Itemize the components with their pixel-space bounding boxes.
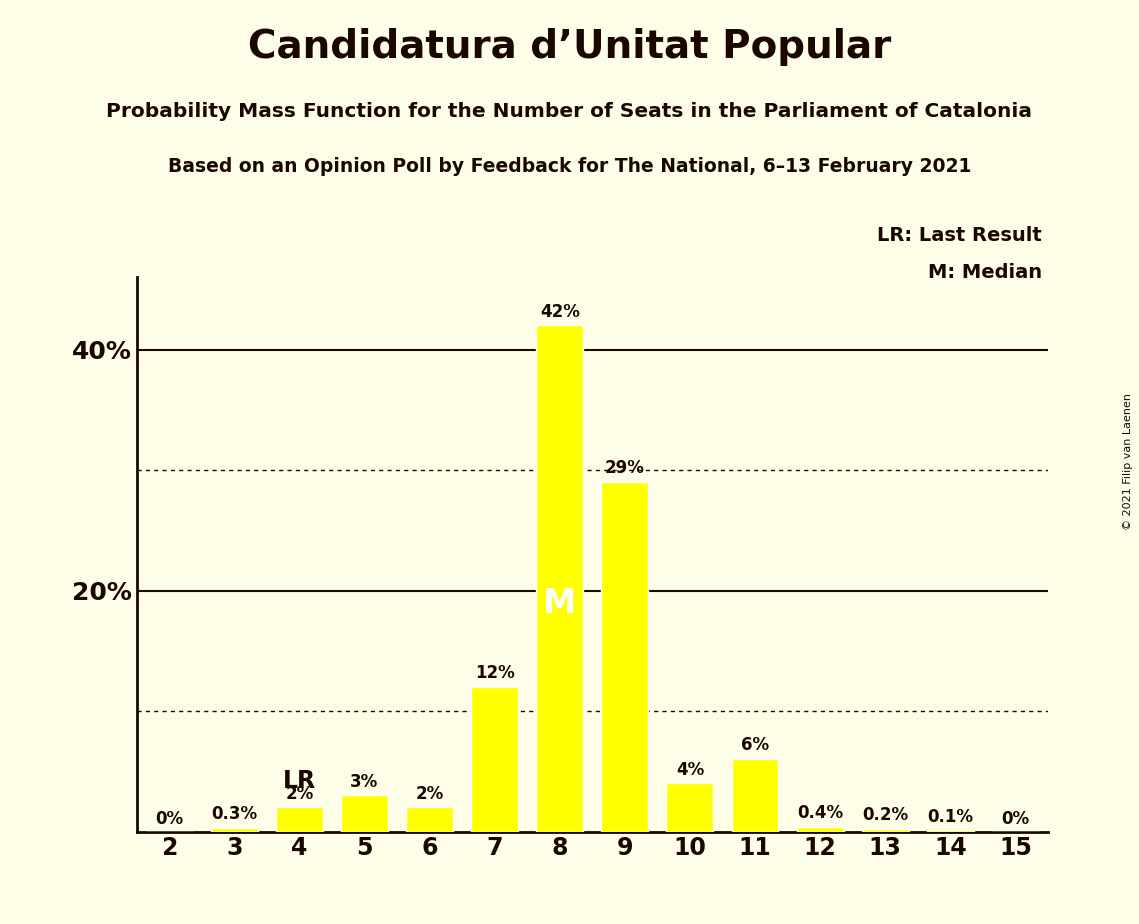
Bar [276, 808, 322, 832]
Text: 0%: 0% [1001, 810, 1030, 828]
Text: 2%: 2% [285, 784, 313, 803]
Bar [407, 808, 453, 832]
Bar [601, 482, 648, 832]
Text: Based on an Opinion Poll by Feedback for The National, 6–13 February 2021: Based on an Opinion Poll by Feedback for… [167, 157, 972, 176]
Bar [731, 760, 778, 832]
Text: 6%: 6% [741, 736, 769, 755]
Text: © 2021 Filip van Laenen: © 2021 Filip van Laenen [1123, 394, 1133, 530]
Bar [796, 827, 844, 832]
Bar [341, 796, 388, 832]
Text: 0%: 0% [155, 810, 183, 828]
Text: 4%: 4% [675, 760, 704, 779]
Bar [536, 325, 583, 832]
Text: M: M [543, 588, 576, 620]
Text: 2%: 2% [416, 784, 444, 803]
Text: LR: LR [282, 769, 316, 793]
Text: 0.3%: 0.3% [211, 805, 257, 823]
Text: 29%: 29% [605, 459, 645, 478]
Text: Probability Mass Function for the Number of Seats in the Parliament of Catalonia: Probability Mass Function for the Number… [107, 102, 1032, 121]
Bar [927, 831, 974, 832]
Text: 0.2%: 0.2% [862, 807, 908, 824]
Text: 12%: 12% [475, 664, 515, 682]
Text: 0.1%: 0.1% [927, 808, 973, 825]
Bar [862, 829, 909, 832]
Bar [472, 687, 518, 832]
Bar [211, 828, 257, 832]
Text: LR: Last Result: LR: Last Result [877, 226, 1042, 246]
Text: 42%: 42% [540, 302, 580, 321]
Text: 3%: 3% [351, 772, 378, 791]
Text: 0.4%: 0.4% [797, 804, 843, 822]
Text: M: Median: M: Median [928, 263, 1042, 283]
Bar [666, 784, 713, 832]
Text: Candidatura d’Unitat Popular: Candidatura d’Unitat Popular [248, 28, 891, 66]
